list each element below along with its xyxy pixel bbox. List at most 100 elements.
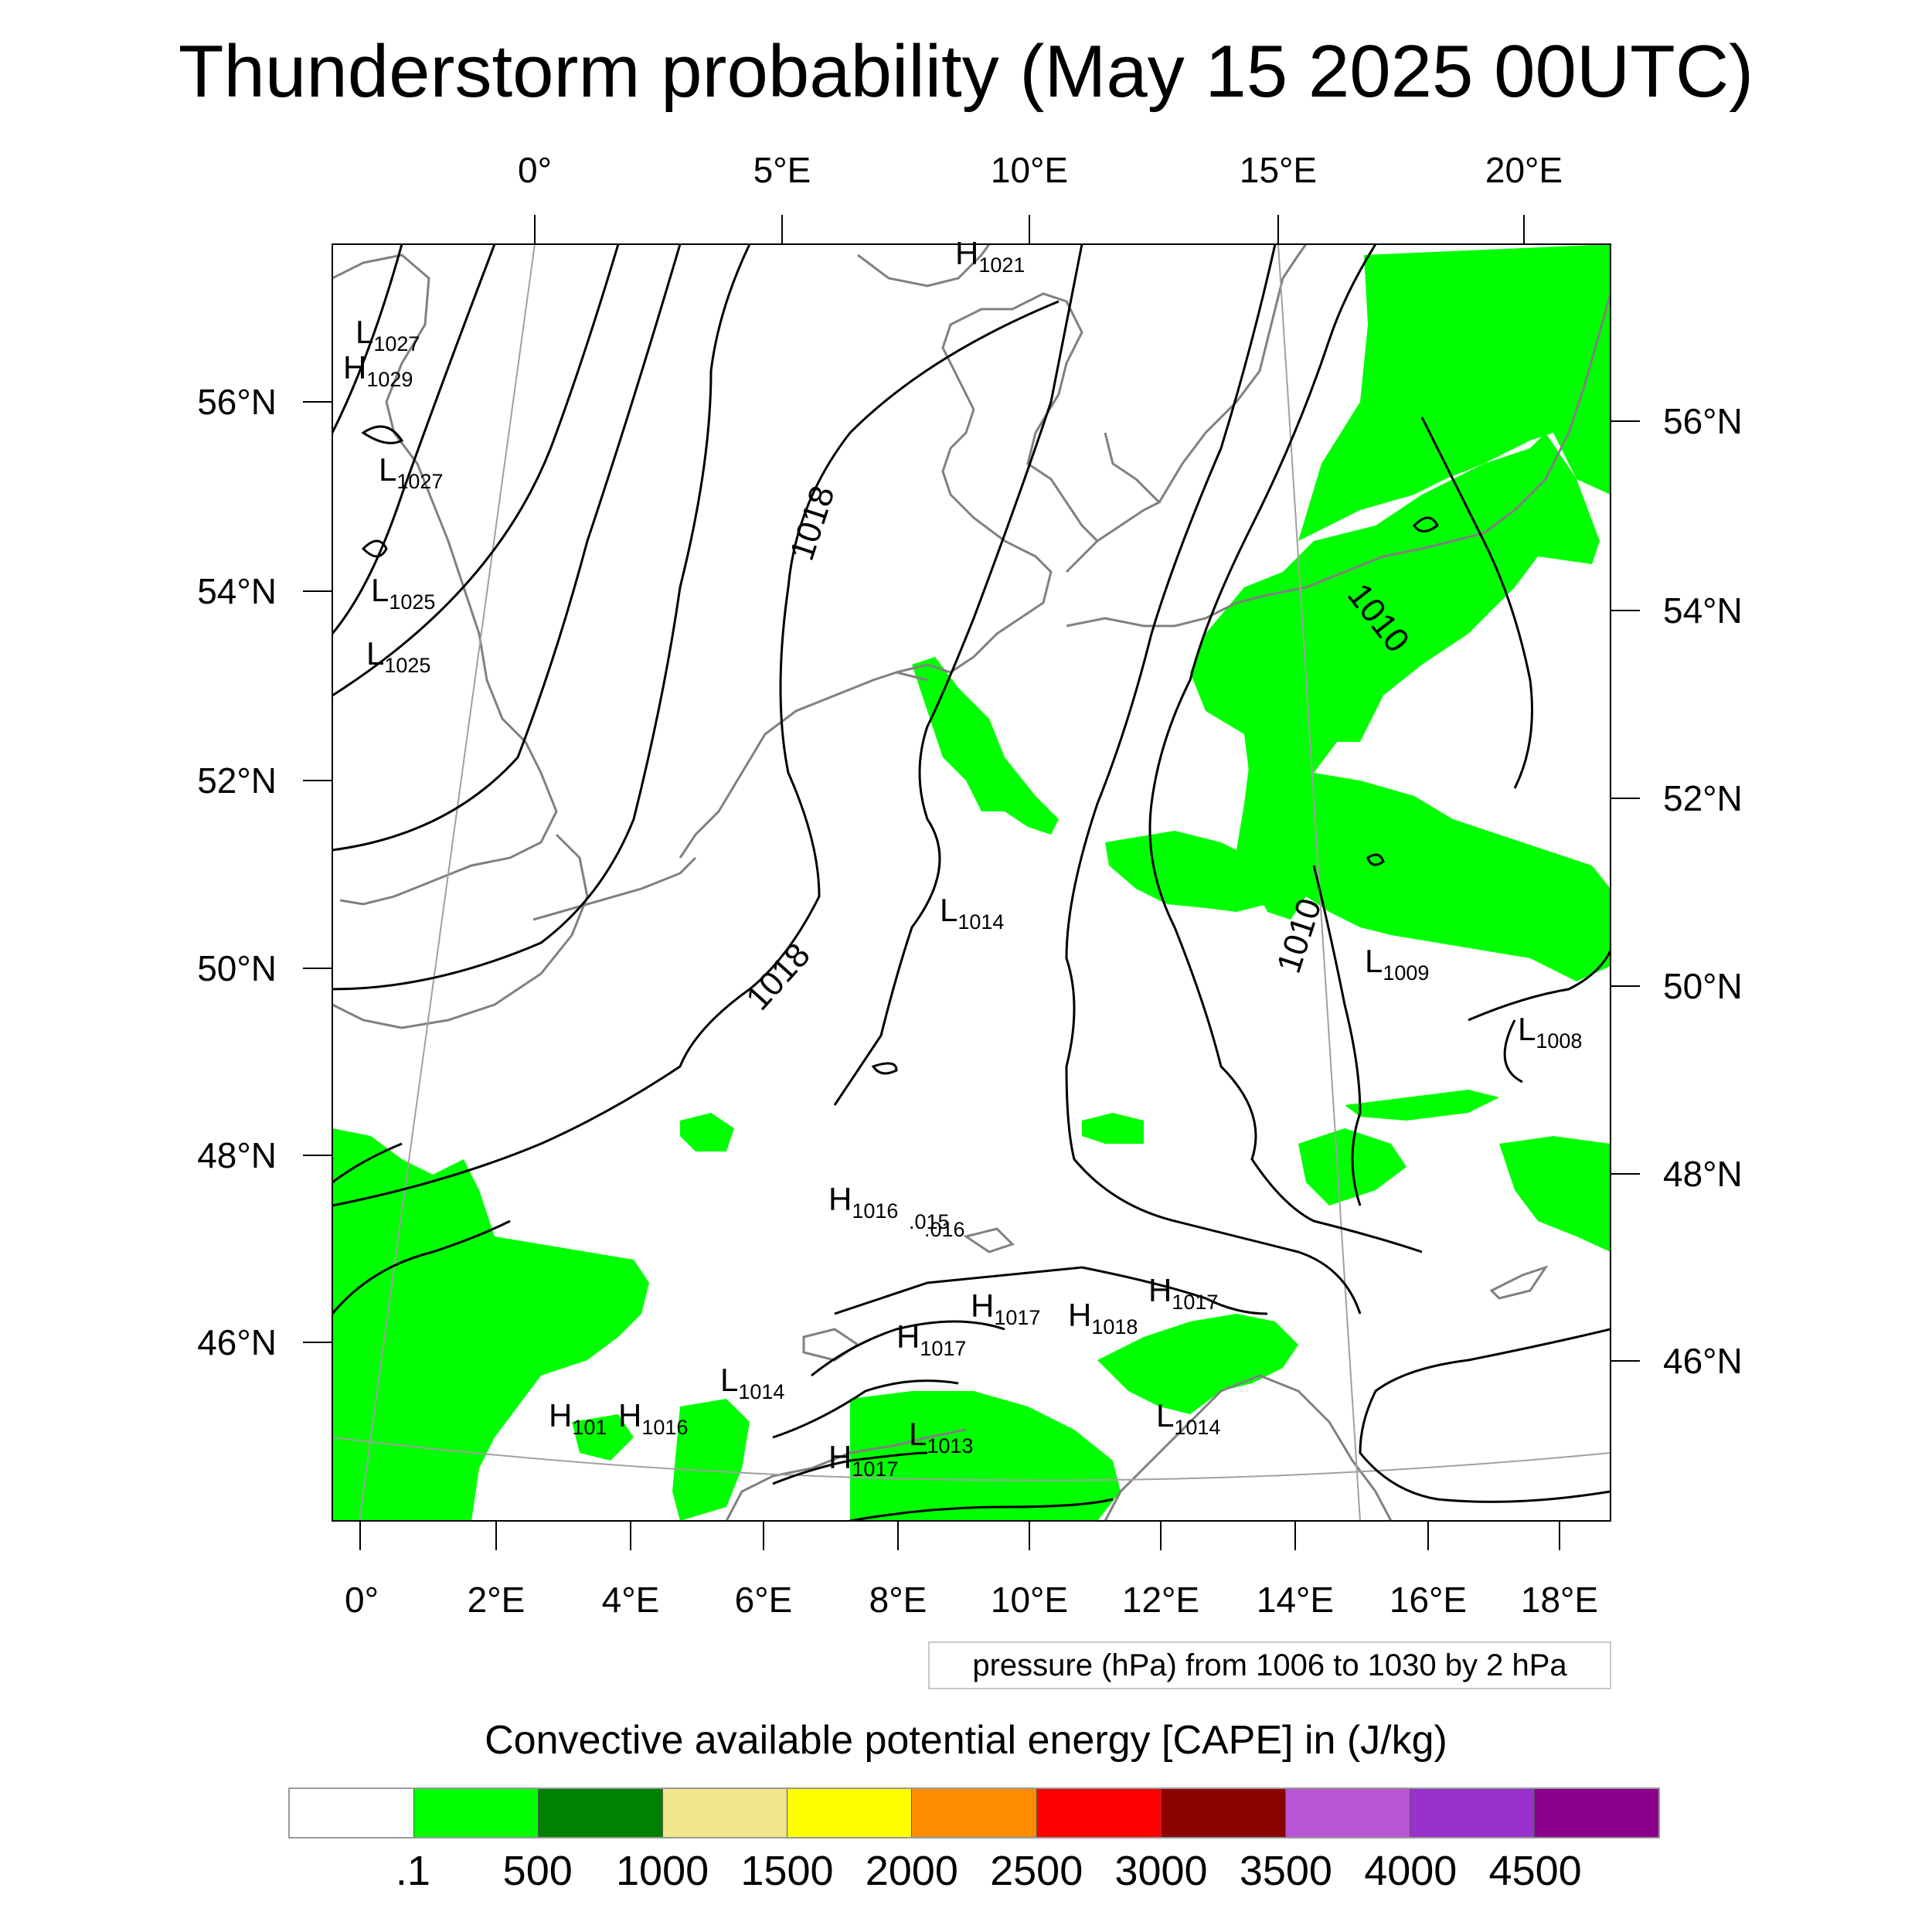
isobar-18	[849, 1498, 1114, 1521]
isobar-19	[1359, 1328, 1611, 1503]
colorbar-label: 4000	[1364, 1848, 1458, 1894]
isobar-20	[332, 1219, 511, 1315]
coast-benelux	[679, 671, 928, 859]
colorbar-labels: .1 500 1000 1500 2000 2500 3000 3500 4000 4500	[288, 1847, 1660, 1901]
pressure-center-label: H1017	[971, 1287, 1040, 1329]
isobar-16	[772, 1379, 959, 1439]
map-frame	[332, 243, 1611, 1522]
isobars	[332, 244, 1611, 1521]
pressure-center-label: H1018	[1068, 1297, 1138, 1338]
coast-sweden	[1158, 244, 1308, 503]
contour-value-label: 1018	[739, 936, 818, 1018]
pressure-center-label: L1025	[366, 635, 430, 677]
pressure-center-label: H1029	[343, 349, 413, 391]
coast-baltic-east	[1483, 293, 1611, 535]
colorbar-label: 500	[502, 1848, 573, 1894]
lat-label-left: 46°N	[197, 1322, 277, 1362]
coast-lake-balaton	[1489, 1265, 1549, 1300]
lon-label-bottom: 4°E	[602, 1580, 660, 1620]
pressure-center-label: H1017	[896, 1318, 966, 1360]
lon-label-bottom: 2°E	[468, 1580, 526, 1620]
meridian-15e	[1277, 244, 1361, 1521]
colorbar-segment	[1036, 1789, 1162, 1837]
cape-area-france-north	[680, 1113, 734, 1151]
top-lon-labels: 0° 5°E 10°E 15°E 20°E	[518, 150, 1563, 190]
pressure-center-label: L1008	[1518, 1011, 1582, 1053]
cape-area-east-1	[1499, 1136, 1611, 1252]
cape-area-northeast	[1298, 244, 1611, 541]
colorbar-label: 3500	[1239, 1848, 1332, 1894]
stray-contour-label: .015	[909, 1210, 950, 1233]
cape-area-adriatic	[672, 1399, 750, 1521]
lon-label-top: 20°E	[1485, 150, 1563, 190]
isobar-1	[332, 244, 403, 434]
isobar-10	[1420, 417, 1533, 789]
coast-lake-constance	[963, 1227, 1015, 1253]
colorbar-label: 1000	[616, 1848, 709, 1894]
lat-label-left: 54°N	[197, 571, 277, 611]
lat-label-right: 48°N	[1663, 1154, 1743, 1194]
cape-area-northsea	[912, 657, 1059, 835]
pressure-center-label: L1025	[371, 572, 435, 614]
isobar-3	[332, 244, 620, 697]
colorbar-segment	[1534, 1789, 1659, 1837]
cape-area-alps	[1082, 1113, 1144, 1144]
isobar-loop-4	[1413, 516, 1439, 532]
coast-scotland	[332, 253, 558, 906]
coast-baltic-south	[1066, 532, 1485, 628]
coast-france-north	[532, 856, 697, 921]
pressure-center-label: L1014	[720, 1362, 784, 1403]
colorbar-segment	[1161, 1789, 1286, 1837]
colorbar-label: 3000	[1114, 1848, 1208, 1894]
colorbar-segment	[290, 1789, 415, 1837]
lat-label-left: 50°N	[197, 948, 277, 988]
colorbar-segment	[1410, 1789, 1535, 1837]
lat-label-right: 46°N	[1663, 1341, 1743, 1381]
cape-area-alps-south	[850, 1391, 1121, 1521]
pressure-center-label: H1017	[1148, 1272, 1218, 1314]
cape-area-germany-central	[1105, 831, 1275, 912]
lat-label-right: 52°N	[1663, 778, 1743, 818]
isobar-5	[332, 244, 751, 991]
lon-label-bottom: 14°E	[1257, 1580, 1334, 1620]
colorbar-segment	[787, 1789, 913, 1837]
coast-lake-geneva	[802, 1328, 860, 1362]
isobar-14	[834, 1266, 1268, 1315]
colorbar-label: 2500	[990, 1848, 1083, 1894]
cape-area-italy-north	[1097, 1314, 1298, 1414]
lon-label-bottom: 18°E	[1521, 1580, 1598, 1620]
isobar-loop-3	[871, 1062, 898, 1075]
pressure-center-label: L1027	[355, 314, 420, 355]
lat-label-left: 48°N	[197, 1135, 277, 1175]
stray-contour-label: .016	[924, 1218, 965, 1241]
isobar-loop-1	[361, 539, 388, 558]
isobar-11	[1312, 865, 1362, 1206]
pressure-center-label: L1027	[379, 451, 443, 493]
meridian-0	[359, 244, 536, 1521]
isobar-7	[833, 244, 1083, 1106]
lon-label-bottom: 6°E	[735, 1580, 793, 1620]
lat-label-left: 52°N	[197, 760, 277, 801]
lat-label-right: 56°N	[1663, 401, 1743, 441]
lon-label-top: 15°E	[1240, 150, 1317, 190]
right-lat-labels: 56°N 54°N 52°N 50°N 48°N 46°N	[1663, 401, 1743, 1381]
cape-fields	[332, 244, 1611, 1521]
colorbar-label: 2000	[865, 1848, 958, 1894]
coastlines	[332, 244, 1611, 1521]
pressure-center-label: L1014	[940, 892, 1004, 934]
lon-label-top: 0°	[518, 150, 552, 190]
pressure-center-label: H1017	[828, 1439, 898, 1481]
isobar-15	[811, 1320, 1005, 1377]
colorbar-segment	[414, 1789, 539, 1837]
lon-label-bottom: 8°E	[869, 1580, 927, 1620]
coast-gulf-lion	[725, 1428, 967, 1521]
colorbar-segment	[1285, 1789, 1410, 1837]
cape-area-poland	[1236, 742, 1611, 981]
chart-title: Thunderstorm probability (May 15 2025 00…	[178, 30, 1754, 113]
coast-germany-north	[896, 409, 1053, 674]
tick-marks	[303, 215, 1640, 1550]
pressure-center-label: H101	[549, 1397, 607, 1439]
colorbar-segment	[663, 1789, 788, 1837]
pressure-center-label: L1014	[1156, 1397, 1220, 1439]
